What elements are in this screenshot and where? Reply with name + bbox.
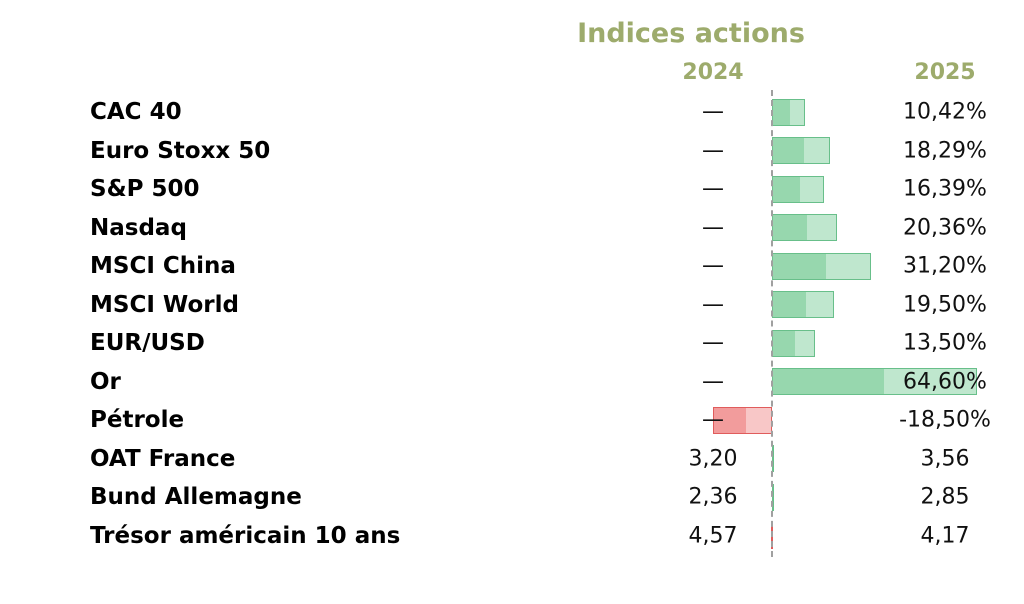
change-bar	[772, 252, 871, 280]
table-row: MSCI China — 31,20%	[0, 247, 1024, 286]
row-label: Euro Stoxx 50	[90, 137, 271, 164]
table-row: Euro Stoxx 50 — 18,29%	[0, 132, 1024, 171]
change-bar	[772, 214, 837, 241]
value-2024: —	[702, 138, 724, 164]
value-2024: —	[702, 99, 724, 125]
rows-container: CAC 40 — 10,42% Euro Stoxx 50 — 18,29% S…	[0, 93, 1024, 555]
value-2024: —	[702, 176, 724, 202]
change-bar-dark-segment	[773, 292, 806, 317]
value-2024: —	[702, 407, 724, 433]
table-row: MSCI World — 19,50%	[0, 286, 1024, 325]
value-2025: 19,50%	[903, 292, 987, 318]
value-2025: 64,60%	[903, 369, 987, 395]
change-bar-dark-segment	[773, 138, 804, 163]
zero-baseline	[771, 90, 773, 557]
chart-title: Indices actions	[577, 18, 805, 49]
row-label: MSCI China	[90, 253, 236, 280]
table-row: Bund Allemagne 2,36 2,85	[0, 478, 1024, 517]
table-row: Pétrole — -18,50%	[0, 401, 1024, 440]
change-bar	[772, 137, 830, 164]
change-bar	[772, 329, 815, 357]
column-header-2025: 2025	[914, 60, 976, 85]
value-2025: 16,39%	[903, 176, 987, 202]
value-2024: 4,57	[688, 523, 738, 549]
table-row: Or — 64,60%	[0, 363, 1024, 402]
change-bar-dark-segment	[773, 330, 796, 356]
change-bar-dark-segment	[773, 176, 801, 202]
value-2024: —	[702, 253, 724, 279]
table-row: S&P 500 — 16,39%	[0, 170, 1024, 209]
value-2025: 4,17	[920, 523, 970, 549]
change-bar	[772, 368, 977, 395]
row-label: Trésor américain 10 ans	[90, 522, 401, 549]
value-2024: 3,20	[688, 446, 738, 472]
table-row: Trésor américain 10 ans 4,57 4,17	[0, 517, 1024, 556]
table-row: OAT France 3,20 3,56	[0, 440, 1024, 479]
value-2025: 3,56	[920, 446, 970, 472]
row-label: MSCI World	[90, 291, 239, 318]
value-2024: —	[702, 292, 724, 318]
row-label: Pétrole	[90, 407, 185, 434]
change-bar-dark-segment	[714, 407, 746, 433]
row-label: Or	[90, 368, 121, 395]
value-2024: 2,36	[688, 484, 738, 510]
column-header-2024: 2024	[682, 60, 744, 85]
value-2024: —	[702, 215, 724, 241]
value-2025: 13,50%	[903, 330, 987, 356]
row-label: EUR/USD	[90, 330, 205, 357]
change-bar-dark-segment	[773, 253, 827, 279]
row-label: CAC 40	[90, 99, 182, 126]
change-bar	[772, 291, 834, 318]
row-label: S&P 500	[90, 176, 200, 203]
change-bar-dark-segment	[773, 369, 885, 394]
value-2025: 18,29%	[903, 138, 987, 164]
table-row: EUR/USD — 13,50%	[0, 324, 1024, 363]
change-bar	[772, 175, 824, 203]
change-bar-dark-segment	[773, 215, 808, 240]
value-2024: —	[702, 330, 724, 356]
table-row: Nasdaq — 20,36%	[0, 209, 1024, 248]
change-bar	[713, 406, 772, 434]
value-2025: -18,50%	[899, 407, 991, 433]
value-2025: 2,85	[920, 484, 970, 510]
value-2025: 31,20%	[903, 253, 987, 279]
table-row: CAC 40 — 10,42%	[0, 93, 1024, 132]
row-label: Nasdaq	[90, 214, 187, 241]
row-label: Bund Allemagne	[90, 484, 302, 511]
value-2024: —	[702, 369, 724, 395]
value-2025: 10,42%	[903, 99, 987, 125]
change-bar-dark-segment	[773, 99, 791, 125]
value-2025: 20,36%	[903, 215, 987, 241]
row-label: OAT France	[90, 445, 236, 472]
